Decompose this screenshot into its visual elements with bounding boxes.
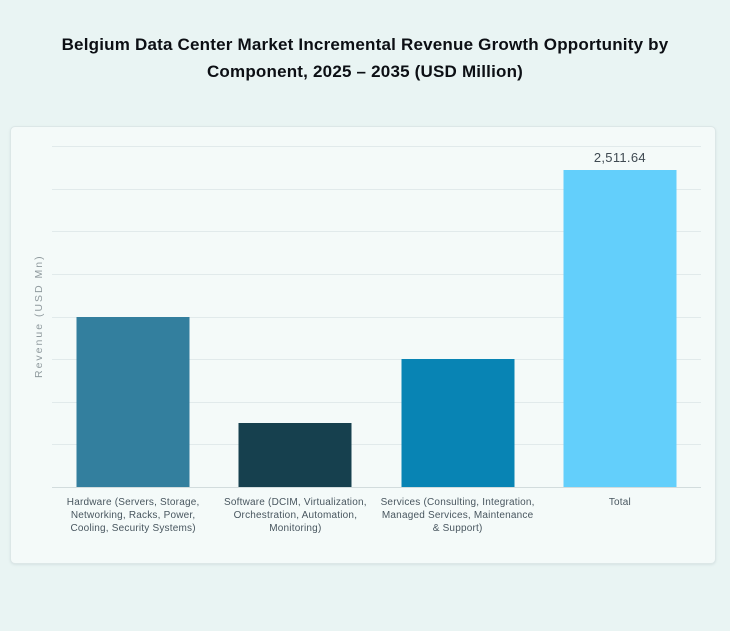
gridline — [52, 188, 701, 190]
value-label: 2,511.64 — [593, 149, 646, 165]
category-label: Hardware (Servers, Storage, Networking, … — [66, 497, 200, 534]
gridline — [52, 401, 701, 403]
category-label: Software (DCIM, Virtualization, Orchestr… — [224, 497, 367, 534]
category-label: Services (Consulting, Integration, Manag… — [380, 497, 535, 534]
gridline — [52, 146, 701, 147]
gridline — [52, 316, 701, 318]
category-label: Total — [608, 497, 631, 508]
chart-panel: Revenue (USD Mn) Hardware (Servers, Stor… — [10, 126, 716, 564]
y-axis-label: Revenue (USD Mn) — [33, 254, 45, 379]
gridline — [52, 444, 701, 446]
bar-column: 2,511.64 Total — [539, 146, 701, 508]
gridline — [52, 231, 701, 233]
gridline — [52, 273, 701, 275]
bar — [76, 316, 190, 487]
gridline — [52, 359, 701, 361]
plot-area: Hardware (Servers, Storage, Networking, … — [52, 146, 701, 534]
bar-column: Software (DCIM, Virtualization, Orchestr… — [214, 146, 376, 534]
bar-column: Services (Consulting, Integration, Manag… — [377, 146, 539, 534]
bar-column: Hardware (Servers, Storage, Networking, … — [52, 146, 214, 534]
bar — [238, 423, 352, 487]
chart-title: Belgium Data Center Market Incremental R… — [61, 35, 669, 81]
bar — [401, 359, 515, 487]
x-axis-line — [52, 487, 701, 488]
bar — [563, 169, 677, 487]
